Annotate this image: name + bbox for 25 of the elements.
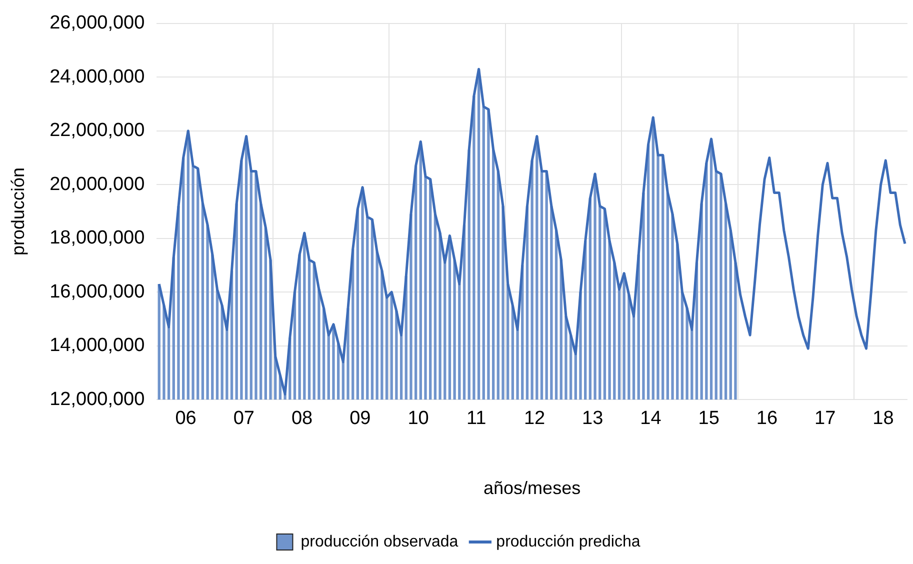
x-tick-label: 14 — [640, 408, 662, 430]
y-tick-label: 20,000,000 — [50, 174, 145, 195]
x-tick-label: 11 — [466, 408, 486, 430]
y-tick-label: 12,000,000 — [50, 388, 145, 410]
x-tick-label: 17 — [814, 408, 836, 430]
x-tick-label: 15 — [698, 408, 720, 430]
x-tick-label: 10 — [408, 408, 429, 430]
x-tick-label: 08 — [291, 408, 313, 430]
y-tick-label: 14,000,000 — [50, 335, 145, 356]
y-tick-label: 26,000,000 — [50, 12, 145, 34]
x-tick-label: 16 — [756, 408, 778, 430]
y-axis-title: producción — [8, 167, 28, 256]
y-tick-label: 22,000,000 — [50, 120, 145, 142]
x-tick-label: 13 — [582, 408, 604, 430]
y-tick-label: 16,000,000 — [50, 281, 145, 302]
y-tick-label: 24,000,000 — [50, 66, 145, 88]
x-tick-label: 18 — [872, 408, 894, 430]
y-tick-label: 18,000,000 — [50, 228, 145, 249]
legend-label: producción observada — [300, 533, 458, 550]
x-tick-label: 06 — [175, 408, 196, 430]
x-axis-title: años/meses — [484, 478, 581, 498]
x-tick-label: 07 — [233, 408, 254, 430]
legend-label: producción predicha — [496, 533, 640, 550]
x-tick-label: 09 — [350, 408, 371, 430]
x-tick-label: 12 — [524, 408, 546, 430]
